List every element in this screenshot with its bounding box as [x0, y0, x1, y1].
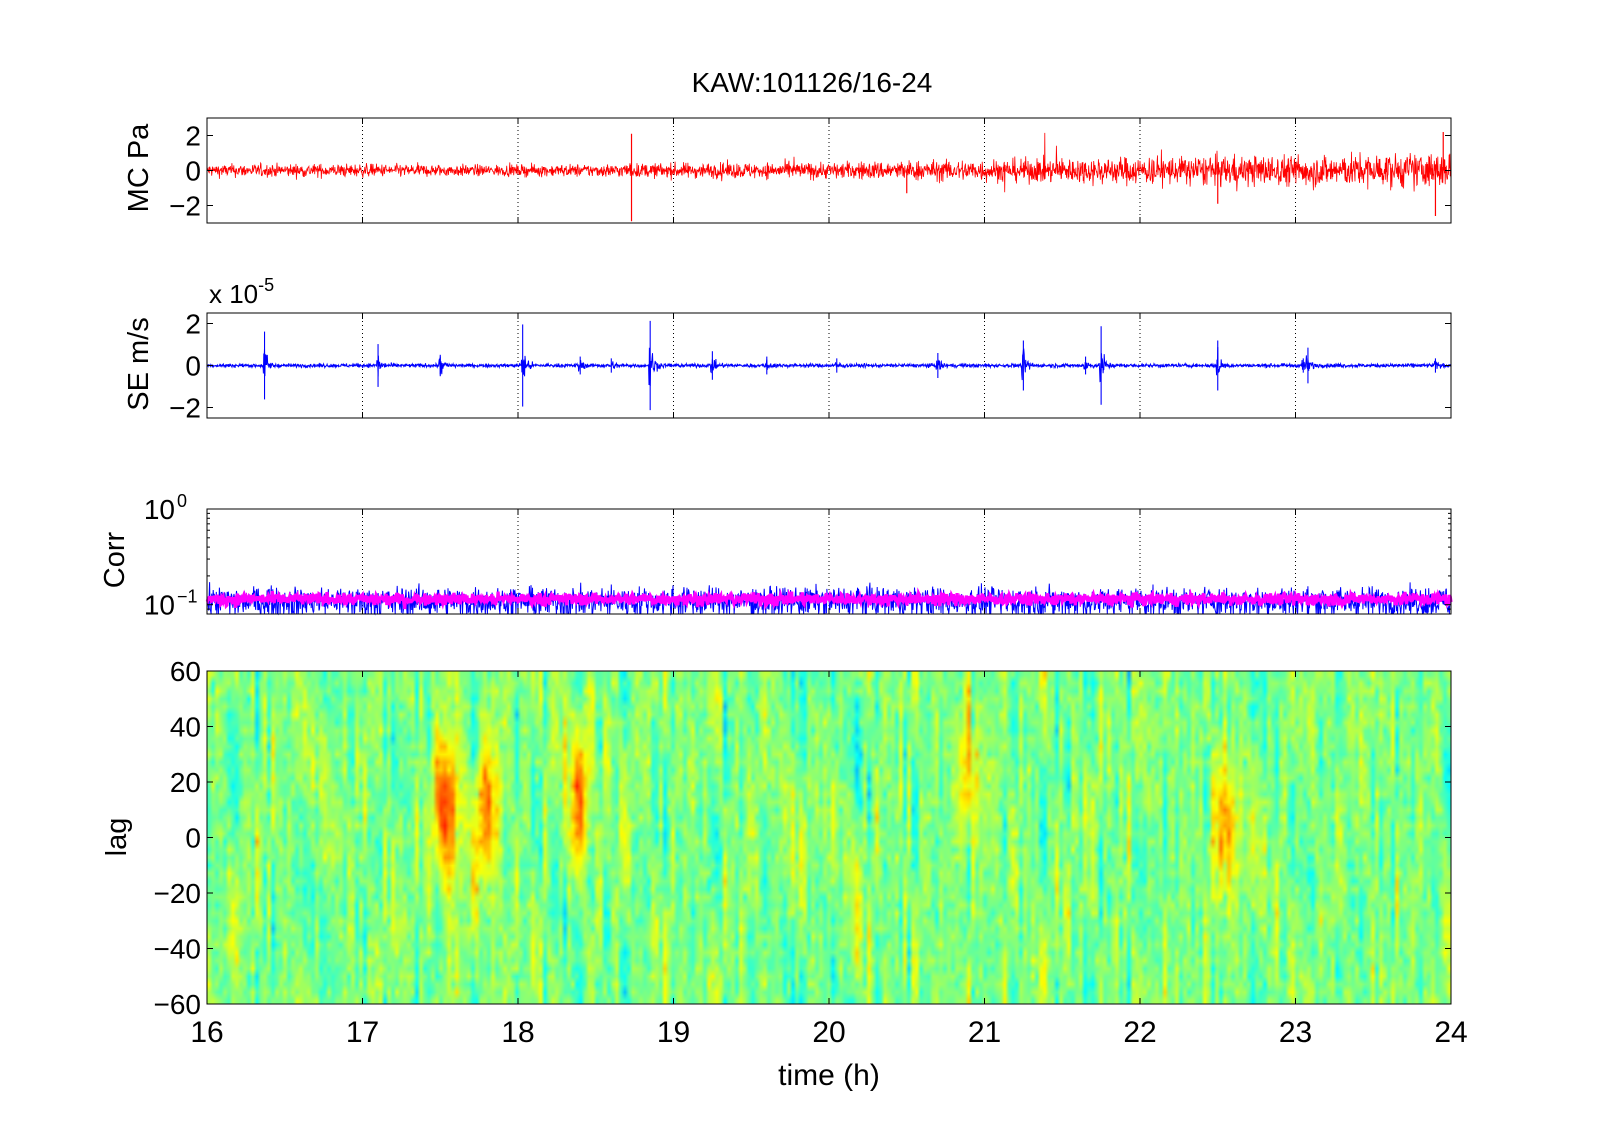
lag-xticks: 16 17 18 19 20 21 22 23 24: [190, 118, 1468, 1049]
x-tick-label: 23: [1279, 1016, 1312, 1049]
y-tick-label: 10: [144, 590, 175, 621]
y-tick-label: 40: [170, 712, 201, 743]
y-tick-label: 10: [144, 494, 175, 525]
y-tick-label: −60: [154, 989, 202, 1020]
se-yticks: −2 0 2: [169, 309, 1451, 424]
figure-title: KAW:101126/16-24: [692, 67, 933, 98]
x-tick-label: 24: [1434, 1016, 1467, 1049]
lag-ylabel: lag: [101, 818, 133, 857]
se-signal: [206, 320, 1452, 411]
lag-heatmap: [207, 671, 1451, 1004]
y-tick-label: 0: [185, 351, 201, 382]
y-tick-label: 0: [185, 823, 201, 854]
mc-ylabel: MC Pa: [123, 123, 155, 213]
lag-yticks: −60 −40 −20 0 20 40 60: [154, 656, 1451, 1020]
x-axis-label: time (h): [778, 1059, 880, 1092]
se-exponent-label: x 10-5: [209, 275, 274, 309]
corr-series-magenta: [205, 587, 1453, 611]
se-series-line: [206, 347, 1452, 387]
y-tick-exponent: −1: [177, 587, 198, 607]
corr-ylabel: Corr: [99, 531, 131, 588]
y-tick-label: 0: [185, 156, 201, 187]
y-tick-label: 60: [170, 656, 201, 687]
lag-heatmap-image: [207, 671, 1451, 1004]
x-tick-label: 22: [1123, 1016, 1156, 1049]
mc-series-line: [206, 132, 1452, 193]
y-tick-exponent: 0: [177, 491, 187, 511]
y-tick-label: −40: [154, 934, 202, 965]
x-tick-label: 17: [346, 1016, 379, 1049]
lag-axes-box: [206, 670, 1452, 1005]
y-tick-label: 2: [185, 309, 201, 340]
y-tick-label: 2: [185, 121, 201, 152]
x-tick-label: 20: [812, 1016, 845, 1049]
mc-yticks: −2 0 2: [169, 121, 1451, 222]
se-exponent: -5: [258, 275, 274, 295]
corr-signal: [205, 582, 1453, 616]
y-tick-label: 20: [170, 767, 201, 798]
y-tick-label: −2: [169, 191, 201, 222]
x-tick-label: 16: [190, 1016, 223, 1049]
x-tick-label: 19: [657, 1016, 690, 1049]
x-tick-label: 21: [968, 1016, 1001, 1049]
y-tick-label: −2: [169, 393, 201, 424]
x-tick-label: 18: [501, 1016, 534, 1049]
se-ylabel: SE m/s: [123, 317, 155, 410]
y-tick-label: −20: [154, 878, 202, 909]
corr-grid: [362, 509, 1296, 614]
mc-signal: [206, 132, 1452, 222]
